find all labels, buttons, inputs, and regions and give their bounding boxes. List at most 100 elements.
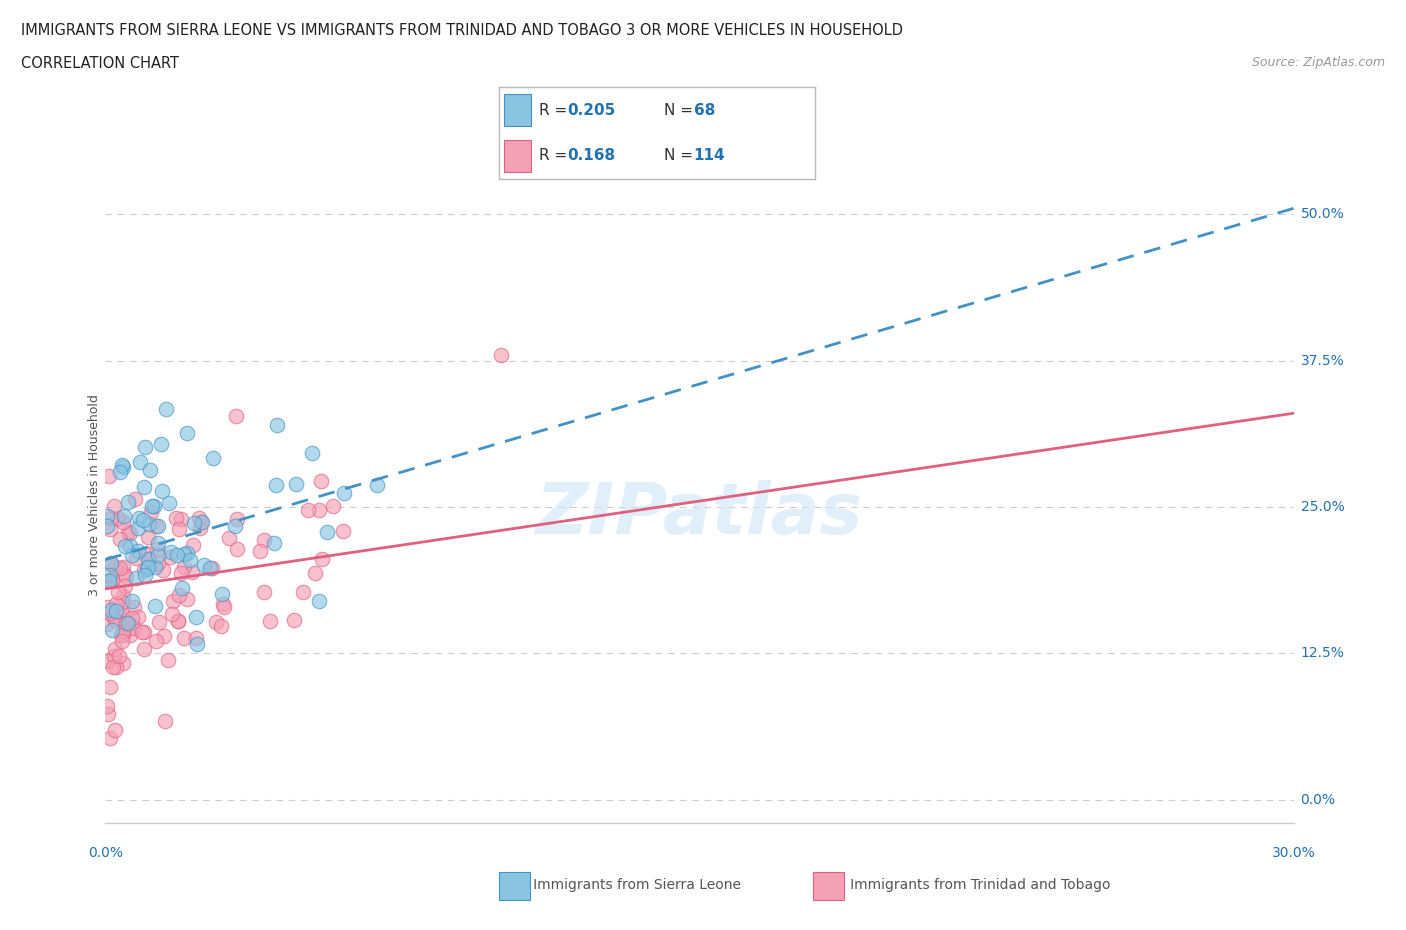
Point [198, 561, 221, 576]
Point [218, 531, 240, 546]
Point [166, 613, 188, 628]
Point [98, 468, 121, 483]
Point [139, 463, 162, 478]
Point [259, 614, 281, 629]
Point [153, 713, 176, 728]
Point [128, 511, 150, 525]
Point [125, 571, 148, 586]
Point [142, 498, 165, 513]
Point [181, 538, 204, 552]
Point [301, 445, 323, 460]
Point [176, 426, 198, 441]
Point [117, 495, 139, 510]
Point [111, 459, 134, 474]
Point [266, 477, 288, 492]
Point [101, 608, 124, 623]
Point [159, 550, 181, 565]
Point [103, 648, 125, 663]
Point [491, 347, 513, 362]
Point [225, 541, 247, 556]
Point [111, 623, 134, 638]
Point [135, 546, 157, 561]
Point [100, 730, 122, 745]
Point [138, 516, 160, 531]
Bar [503, 94, 531, 126]
Point [169, 522, 191, 537]
Point [146, 556, 169, 571]
Text: 30.0%: 30.0% [1271, 846, 1316, 860]
Point [212, 600, 235, 615]
Point [100, 557, 122, 572]
Point [104, 560, 127, 575]
Point [110, 594, 132, 609]
Point [145, 518, 167, 533]
Y-axis label: 3 or more Vehicles in Household: 3 or more Vehicles in Household [87, 394, 101, 596]
Point [103, 498, 125, 513]
Point [316, 525, 339, 539]
Point [108, 649, 131, 664]
Point [166, 548, 188, 563]
Point [179, 552, 201, 567]
Point [333, 486, 356, 501]
Point [114, 578, 136, 593]
Point [308, 593, 330, 608]
Text: 25.0%: 25.0% [1301, 500, 1344, 514]
Point [157, 653, 180, 668]
Point [108, 561, 131, 576]
Point [127, 543, 149, 558]
Point [134, 641, 156, 656]
Text: R =: R = [538, 102, 572, 118]
Point [183, 515, 205, 530]
Point [148, 536, 170, 551]
Point [211, 587, 233, 602]
Point [138, 560, 160, 575]
Point [224, 518, 246, 533]
Point [186, 637, 208, 652]
Text: IMMIGRANTS FROM SIERRA LEONE VS IMMIGRANTS FROM TRINIDAD AND TOBAGO 3 OR MORE VE: IMMIGRANTS FROM SIERRA LEONE VS IMMIGRAN… [21, 23, 903, 38]
Point [98, 522, 121, 537]
Point [188, 511, 211, 525]
Point [184, 610, 207, 625]
Point [121, 594, 143, 609]
Point [170, 512, 193, 527]
Point [173, 547, 195, 562]
Text: ZIPatlas: ZIPatlas [536, 481, 863, 550]
Point [212, 596, 235, 611]
Point [141, 498, 163, 513]
Point [311, 551, 333, 566]
Text: 50.0%: 50.0% [1301, 207, 1344, 221]
Point [138, 551, 160, 566]
Point [135, 562, 157, 577]
Point [112, 566, 135, 581]
Point [111, 606, 134, 621]
Point [283, 612, 305, 627]
Point [117, 525, 139, 539]
Point [148, 548, 170, 563]
Point [111, 458, 134, 472]
Point [98, 680, 121, 695]
Point [134, 567, 156, 582]
Point [112, 589, 135, 604]
Text: N =: N = [664, 102, 697, 118]
Point [132, 563, 155, 578]
Text: Immigrants from Sierra Leone: Immigrants from Sierra Leone [520, 878, 741, 893]
Point [132, 625, 155, 640]
Point [104, 604, 127, 618]
Point [96, 617, 118, 631]
Point [101, 659, 124, 674]
Point [188, 521, 211, 536]
Text: 0.168: 0.168 [567, 148, 616, 164]
Point [139, 505, 162, 520]
Point [166, 613, 188, 628]
Text: 0.205: 0.205 [567, 102, 616, 118]
Point [98, 574, 121, 589]
Text: 114: 114 [693, 148, 725, 164]
Point [193, 557, 215, 572]
Point [96, 653, 118, 668]
Point [105, 596, 128, 611]
Text: Immigrants from Trinidad and Tobago: Immigrants from Trinidad and Tobago [837, 878, 1111, 893]
Point [143, 599, 166, 614]
Point [191, 514, 214, 529]
Point [97, 707, 120, 722]
Point [148, 519, 170, 534]
